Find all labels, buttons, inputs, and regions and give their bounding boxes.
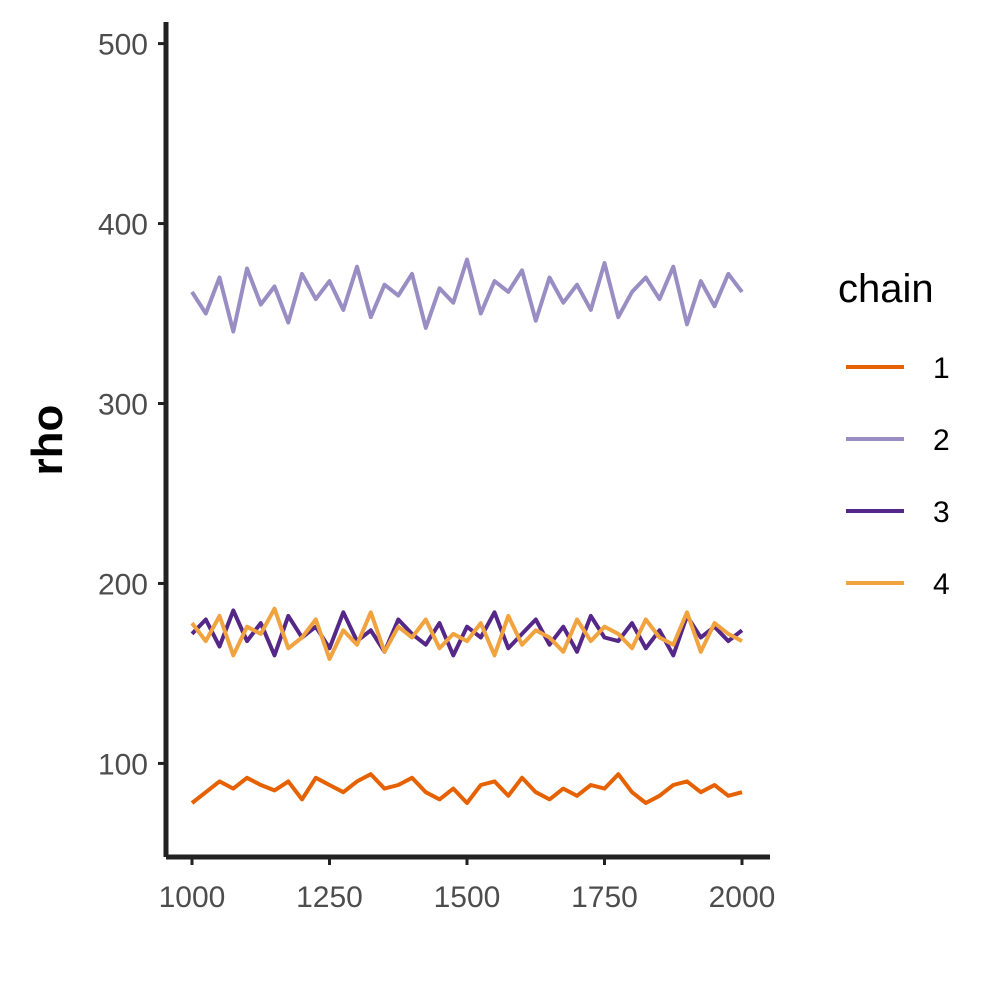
legend-items: 1 2 3 4 xyxy=(846,352,950,601)
series-line-chain-4 xyxy=(190,606,743,661)
x-ticks: 1000 1250 1500 1750 2000 xyxy=(159,857,776,914)
x-tick-label: 1750 xyxy=(571,881,638,914)
y-tick-label: 100 xyxy=(98,748,148,781)
legend-label-chain-2: 2 xyxy=(933,424,950,457)
y-ticks: 100 200 300 400 500 xyxy=(98,29,166,781)
y-tick-label: 200 xyxy=(98,568,148,601)
legend-title: chain xyxy=(838,267,934,311)
legend-label-chain-4: 4 xyxy=(933,568,950,601)
series-line-chain-2 xyxy=(190,257,744,334)
legend: chain 1 2 3 4 xyxy=(838,267,950,601)
legend-label-chain-3: 3 xyxy=(933,496,950,529)
y-tick-label: 400 xyxy=(98,209,148,242)
y-tick-label: 300 xyxy=(98,389,148,422)
series-line-chain-3 xyxy=(190,608,744,658)
plot-lines xyxy=(190,257,744,805)
y-tick-label: 500 xyxy=(98,29,148,62)
series-line-chain-1 xyxy=(190,772,743,805)
x-tick-label: 1250 xyxy=(296,881,363,914)
y-axis-title: rho xyxy=(23,405,72,476)
x-tick-label: 2000 xyxy=(709,881,776,914)
legend-label-chain-1: 1 xyxy=(933,352,950,385)
x-tick-label: 1500 xyxy=(434,881,501,914)
x-tick-label: 1000 xyxy=(159,881,226,914)
